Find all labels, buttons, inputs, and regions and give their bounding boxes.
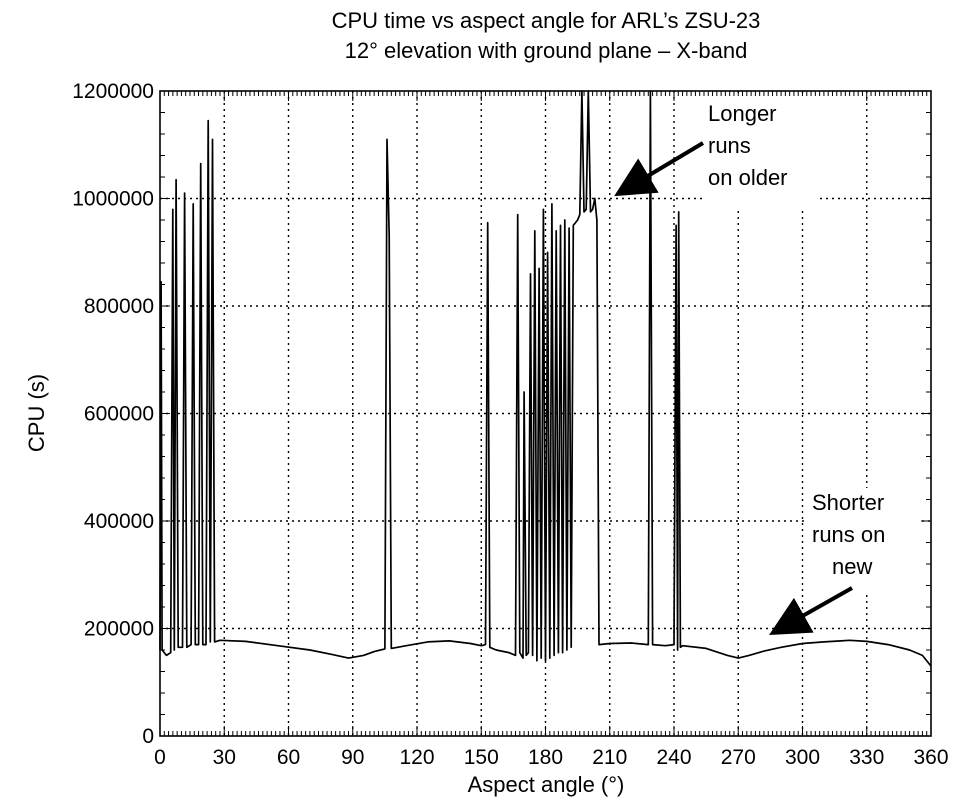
annotation-longer-runs: Longer runs on older [614,96,816,208]
y-tick-label: 600000 [84,403,154,426]
axis-ticks [159,90,932,737]
y-tick-label: 1200000 [72,80,154,103]
annotation-longer-arrow [614,141,705,197]
series-layer [159,90,932,667]
x-tick-label: 240 [656,746,691,769]
y-tick-label: 400000 [84,510,154,533]
chart-title: CPU time vs aspect angle for ARL’s ZSU-2… [332,8,761,33]
annotation-longer-line-1: Longer [708,101,777,126]
x-tick-label: 60 [277,746,300,769]
annotation-shorter-background [808,488,918,594]
annotation-shorter-line-3: new [832,554,872,579]
y-axis-label: CPU (s) [24,374,49,452]
annotation-shorter-line-2: runs on [812,522,885,547]
annotation-shorter-arrow [769,586,853,635]
x-tick-label: 0 [154,746,166,769]
chart-subtitle: 12° elevation with ground plane – X-band [345,38,748,63]
tick-labels: 0 30 60 90 120 150 180 210 240 270 300 330 360 0 20000… [72,80,948,769]
x-tick-label: 30 [213,746,236,769]
y-tick-label: 1000000 [72,188,154,211]
annotation-shorter-runs: Shorter runs on new [769,488,918,635]
x-tick-label: 360 [913,746,948,769]
annotation-longer-background [704,96,816,208]
x-tick-label: 150 [464,746,499,769]
annotation-longer-line-3: on older [708,165,788,190]
plot-frame [159,90,932,737]
x-tick-label: 180 [528,746,563,769]
x-tick-label: 120 [399,746,434,769]
x-axis-label: Aspect angle (°) [468,772,625,797]
y-tick-label: 800000 [84,295,154,318]
x-tick-label: 90 [341,746,364,769]
x-tick-label: 210 [592,746,627,769]
y-tick-label: 0 [142,725,154,748]
x-tick-label: 300 [785,746,820,769]
annotation-longer-line-2: runs [708,133,751,158]
x-tick-label: 330 [849,746,884,769]
annotation-shorter-line-1: Shorter [812,490,884,515]
x-tick-label: 270 [721,746,756,769]
y-tick-label: 200000 [84,618,154,641]
series-line-0 [159,90,932,667]
